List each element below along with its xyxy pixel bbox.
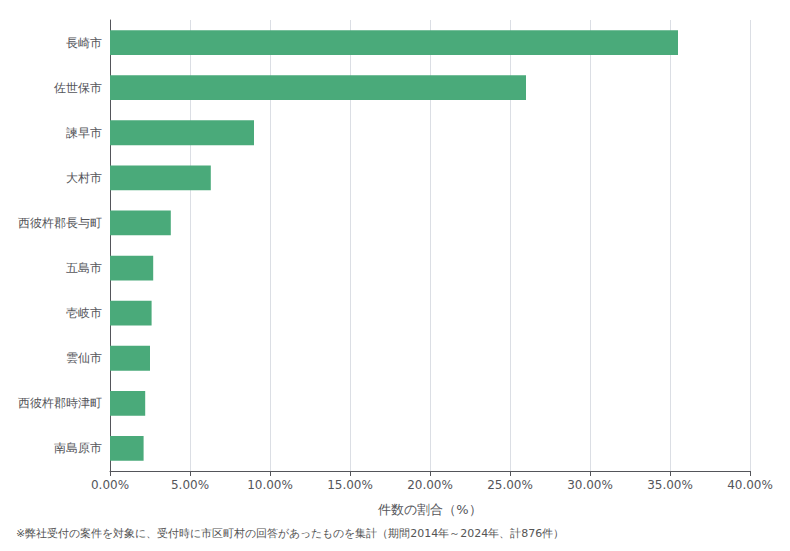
svg-text:西彼杵郡時津町: 西彼杵郡時津町 [18,396,102,410]
svg-text:25.00%: 25.00% [487,478,533,492]
svg-text:20.00%: 20.00% [407,478,453,492]
svg-text:雲仙市: 雲仙市 [66,351,102,365]
svg-text:10.00%: 10.00% [247,478,293,492]
svg-text:件数の割合（%）: 件数の割合（%） [378,502,481,517]
svg-text:五島市: 五島市 [66,261,102,275]
svg-text:壱岐市: 壱岐市 [66,306,102,320]
svg-text:30.00%: 30.00% [567,478,613,492]
svg-text:0.00%: 0.00% [91,478,129,492]
svg-text:40.00%: 40.00% [727,478,773,492]
svg-text:※弊社受付の案件を対象に、受付時に市区町村の回答があったもの: ※弊社受付の案件を対象に、受付時に市区町村の回答があったものを集計（期間2014… [16,527,564,540]
svg-text:長崎市: 長崎市 [66,36,102,50]
svg-text:15.00%: 15.00% [327,478,373,492]
svg-text:5.00%: 5.00% [171,478,209,492]
svg-text:大村市: 大村市 [66,171,102,185]
svg-text:佐世保市: 佐世保市 [54,81,102,95]
svg-text:南島原市: 南島原市 [54,441,102,455]
svg-text:西彼杵郡長与町: 西彼杵郡長与町 [18,216,102,230]
svg-text:諫早市: 諫早市 [66,126,102,140]
svg-text:35.00%: 35.00% [647,478,693,492]
